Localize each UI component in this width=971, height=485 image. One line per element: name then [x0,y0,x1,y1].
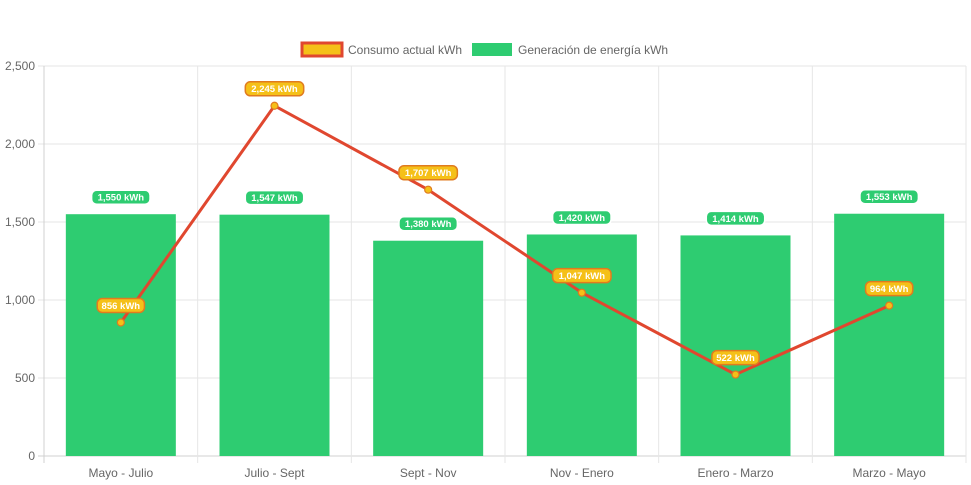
bar[interactable] [834,213,945,456]
svg-text:1,553 kWh: 1,553 kWh [866,192,913,203]
data-label: 1,550 kWh [90,189,151,205]
line-point[interactable] [885,301,894,310]
data-label: 856 kWh [96,297,146,314]
line-series [116,101,894,379]
svg-text:1,047 kWh: 1,047 kWh [559,271,606,282]
line-path [119,104,890,377]
line-point[interactable] [577,288,586,297]
svg-text:1,707 kWh: 1,707 kWh [405,168,452,179]
y-tick-label: 500 [15,371,35,385]
svg-text:964 kWh: 964 kWh [870,284,909,295]
legend-item-consumo[interactable]: Consumo actual kWh [300,41,462,58]
y-tick-label: 2,500 [5,59,35,73]
data-label: 1,414 kWh [705,210,766,227]
x-tick-label: Sept - Nov [400,466,457,480]
data-label: 1,047 kWh [551,267,612,284]
svg-text:1,547 kWh: 1,547 kWh [251,193,298,204]
data-label: 1,553 kWh [859,188,920,205]
y-tick-label: 1,500 [5,215,35,229]
x-tick-label: Marzo - Mayo [852,466,926,480]
svg-text:856 kWh: 856 kWh [102,301,141,312]
data-label: 1,547 kWh [244,189,305,206]
svg-text:1,414 kWh: 1,414 kWh [712,214,759,225]
svg-text:1,550 kWh: 1,550 kWh [98,193,145,204]
bar[interactable] [680,235,791,456]
line-point[interactable] [731,370,740,379]
bar[interactable] [65,214,176,456]
svg-text:522 kWh: 522 kWh [716,353,755,364]
line-point[interactable] [424,185,433,194]
line-point[interactable] [116,318,125,327]
legend-swatch-generacion [472,43,512,56]
svg-text:1,420 kWh: 1,420 kWh [559,213,606,224]
bar-series [65,213,945,456]
x-tick-label: Julio - Sept [244,466,305,480]
y-tick-label: 2,000 [5,137,35,151]
line-point[interactable] [270,101,279,110]
data-label: 1,707 kWh [398,164,459,181]
legend-item-generacion[interactable]: Generación de energía kWh [472,43,668,57]
bar[interactable] [219,214,330,456]
data-labels: 1,550 kWh 1,547 kWh 1,380 kWh 1,420 kWh 1,41… [90,81,920,366]
x-tick-label: Mayo - Julio [88,466,153,480]
legend-swatch-consumo [300,41,344,58]
data-label: 1,380 kWh [398,215,459,232]
bar[interactable] [373,240,484,456]
axes: 0 500 1,000 1,500 2,000 2,500 Mayo - Julio Juli… [5,59,926,480]
x-tick-label: Enero - Marzo [697,466,773,480]
grid [38,65,967,463]
y-tick-label: 1,000 [5,293,35,307]
y-tick-label: 0 [28,449,35,463]
svg-text:2,245 kWh: 2,245 kWh [251,84,298,95]
x-tick-label: Nov - Enero [550,466,614,480]
legend-label-consumo: Consumo actual kWh [348,43,462,57]
svg-text:1,380 kWh: 1,380 kWh [405,219,452,230]
legend[interactable]: Consumo actual kWh Generación de energía… [300,41,668,58]
data-label: 1,420 kWh [551,209,612,226]
legend-label-generacion: Generación de energía kWh [518,43,668,57]
data-label: 964 kWh [864,280,914,297]
data-label: 2,245 kWh [244,81,305,97]
data-label: 522 kWh [711,349,760,366]
